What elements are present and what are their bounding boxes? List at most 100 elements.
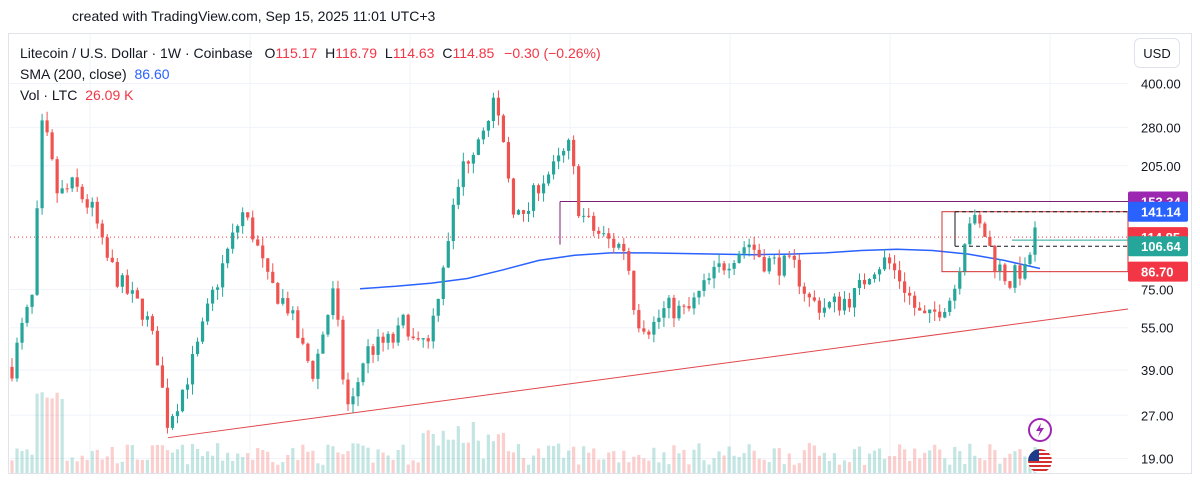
candle-body <box>953 288 957 301</box>
candle-body <box>747 244 751 248</box>
volume-bar <box>732 455 736 473</box>
volume-bar <box>627 462 631 473</box>
candle-body <box>923 310 927 314</box>
candle-body <box>391 333 395 343</box>
candle-body <box>857 279 862 289</box>
volume-bar <box>286 454 290 473</box>
volume-bar <box>436 445 440 473</box>
volume-bar <box>862 464 867 473</box>
legend-volume-row[interactable]: Vol · LTC 26.09 K <box>20 85 601 106</box>
volume-bar <box>642 458 646 473</box>
volume-bar <box>346 451 350 473</box>
candle-body <box>847 298 852 308</box>
candle-body <box>190 354 195 385</box>
volume-bar <box>396 449 400 473</box>
low-value: 114.63 <box>392 45 435 61</box>
candle-body <box>546 174 551 184</box>
candle-body <box>822 307 826 313</box>
candle-body <box>346 379 350 405</box>
volume-bar <box>546 445 551 473</box>
volume-bar <box>276 464 280 473</box>
volume-bar <box>617 462 621 473</box>
candle-body <box>155 330 160 366</box>
candle-body <box>140 298 144 320</box>
volume-bar <box>506 451 511 473</box>
candle-body <box>938 311 942 318</box>
candle-body <box>827 302 831 308</box>
volume-bar <box>100 459 104 473</box>
candle-body <box>175 411 180 417</box>
candle-body <box>526 210 531 214</box>
volume-bar <box>913 448 917 473</box>
price-tag[interactable] <box>1128 236 1188 257</box>
volume-bar <box>311 450 315 473</box>
candle-body <box>271 271 275 283</box>
volume-bar <box>842 460 847 473</box>
candle-body <box>35 208 39 295</box>
volume-bar <box>837 464 842 473</box>
volume-bar <box>787 453 791 473</box>
candle-body <box>401 314 405 326</box>
volume-bar <box>241 457 245 473</box>
volume-bar <box>847 462 852 473</box>
lightning-icon[interactable] <box>1028 418 1052 442</box>
volume-bar <box>145 459 149 473</box>
volume-bar <box>602 459 606 473</box>
candle-body <box>356 382 360 397</box>
candle-body <box>30 294 34 307</box>
candle-body <box>241 212 245 227</box>
price-tag[interactable] <box>1128 261 1188 282</box>
candle-body <box>802 286 806 294</box>
candle-body <box>501 115 506 143</box>
volume-bar <box>261 450 265 473</box>
candle-body <box>757 249 761 258</box>
candle-body <box>963 244 967 272</box>
currency-selector[interactable]: USD <box>1134 38 1180 68</box>
volume-bar <box>200 456 205 473</box>
volume-bar <box>421 433 425 473</box>
candle-body <box>712 266 716 279</box>
volume-bar <box>160 445 165 473</box>
volume-bar <box>511 452 516 473</box>
us-flag-icon[interactable] <box>1028 449 1052 473</box>
volume-bar <box>135 459 139 473</box>
candle-body <box>551 161 556 175</box>
volume-bar <box>592 448 596 473</box>
high-label: H <box>325 45 336 61</box>
volume-bar <box>953 446 957 473</box>
volume-bar <box>872 450 877 473</box>
volume-bar <box>426 430 430 473</box>
price-tag[interactable] <box>1128 201 1188 222</box>
candle-body <box>291 310 295 314</box>
candle-body <box>607 233 611 239</box>
candle-body <box>65 188 69 190</box>
candle-body <box>882 257 887 270</box>
volume-bar <box>887 456 892 473</box>
candle-body <box>170 416 175 428</box>
candle-body <box>130 290 134 294</box>
volume-bar <box>521 457 526 473</box>
candle-body <box>998 264 1002 272</box>
candle-body <box>85 199 89 208</box>
candle-body <box>336 288 340 320</box>
legend-sma-row[interactable]: SMA (200, close) 86.60 <box>20 64 601 85</box>
volume-bar <box>431 433 435 473</box>
candle-body <box>150 316 155 331</box>
candle-body <box>1008 281 1012 288</box>
symbol-title[interactable]: Litecoin / U.S. Dollar · 1W · Coinbase <box>20 45 253 61</box>
volume-bar <box>115 463 119 473</box>
candle-body <box>852 288 857 308</box>
volume-bar <box>597 459 601 473</box>
candle-body <box>867 278 872 285</box>
candle-body <box>887 257 892 264</box>
volume-bar <box>446 439 450 473</box>
candle-body <box>165 387 170 428</box>
volume-bar <box>251 459 255 473</box>
candle-body <box>471 154 475 164</box>
candle-body <box>978 214 982 224</box>
candle-body <box>903 281 907 293</box>
candle-body <box>371 346 375 355</box>
candle-body <box>185 384 190 390</box>
volume-bar <box>622 450 626 473</box>
